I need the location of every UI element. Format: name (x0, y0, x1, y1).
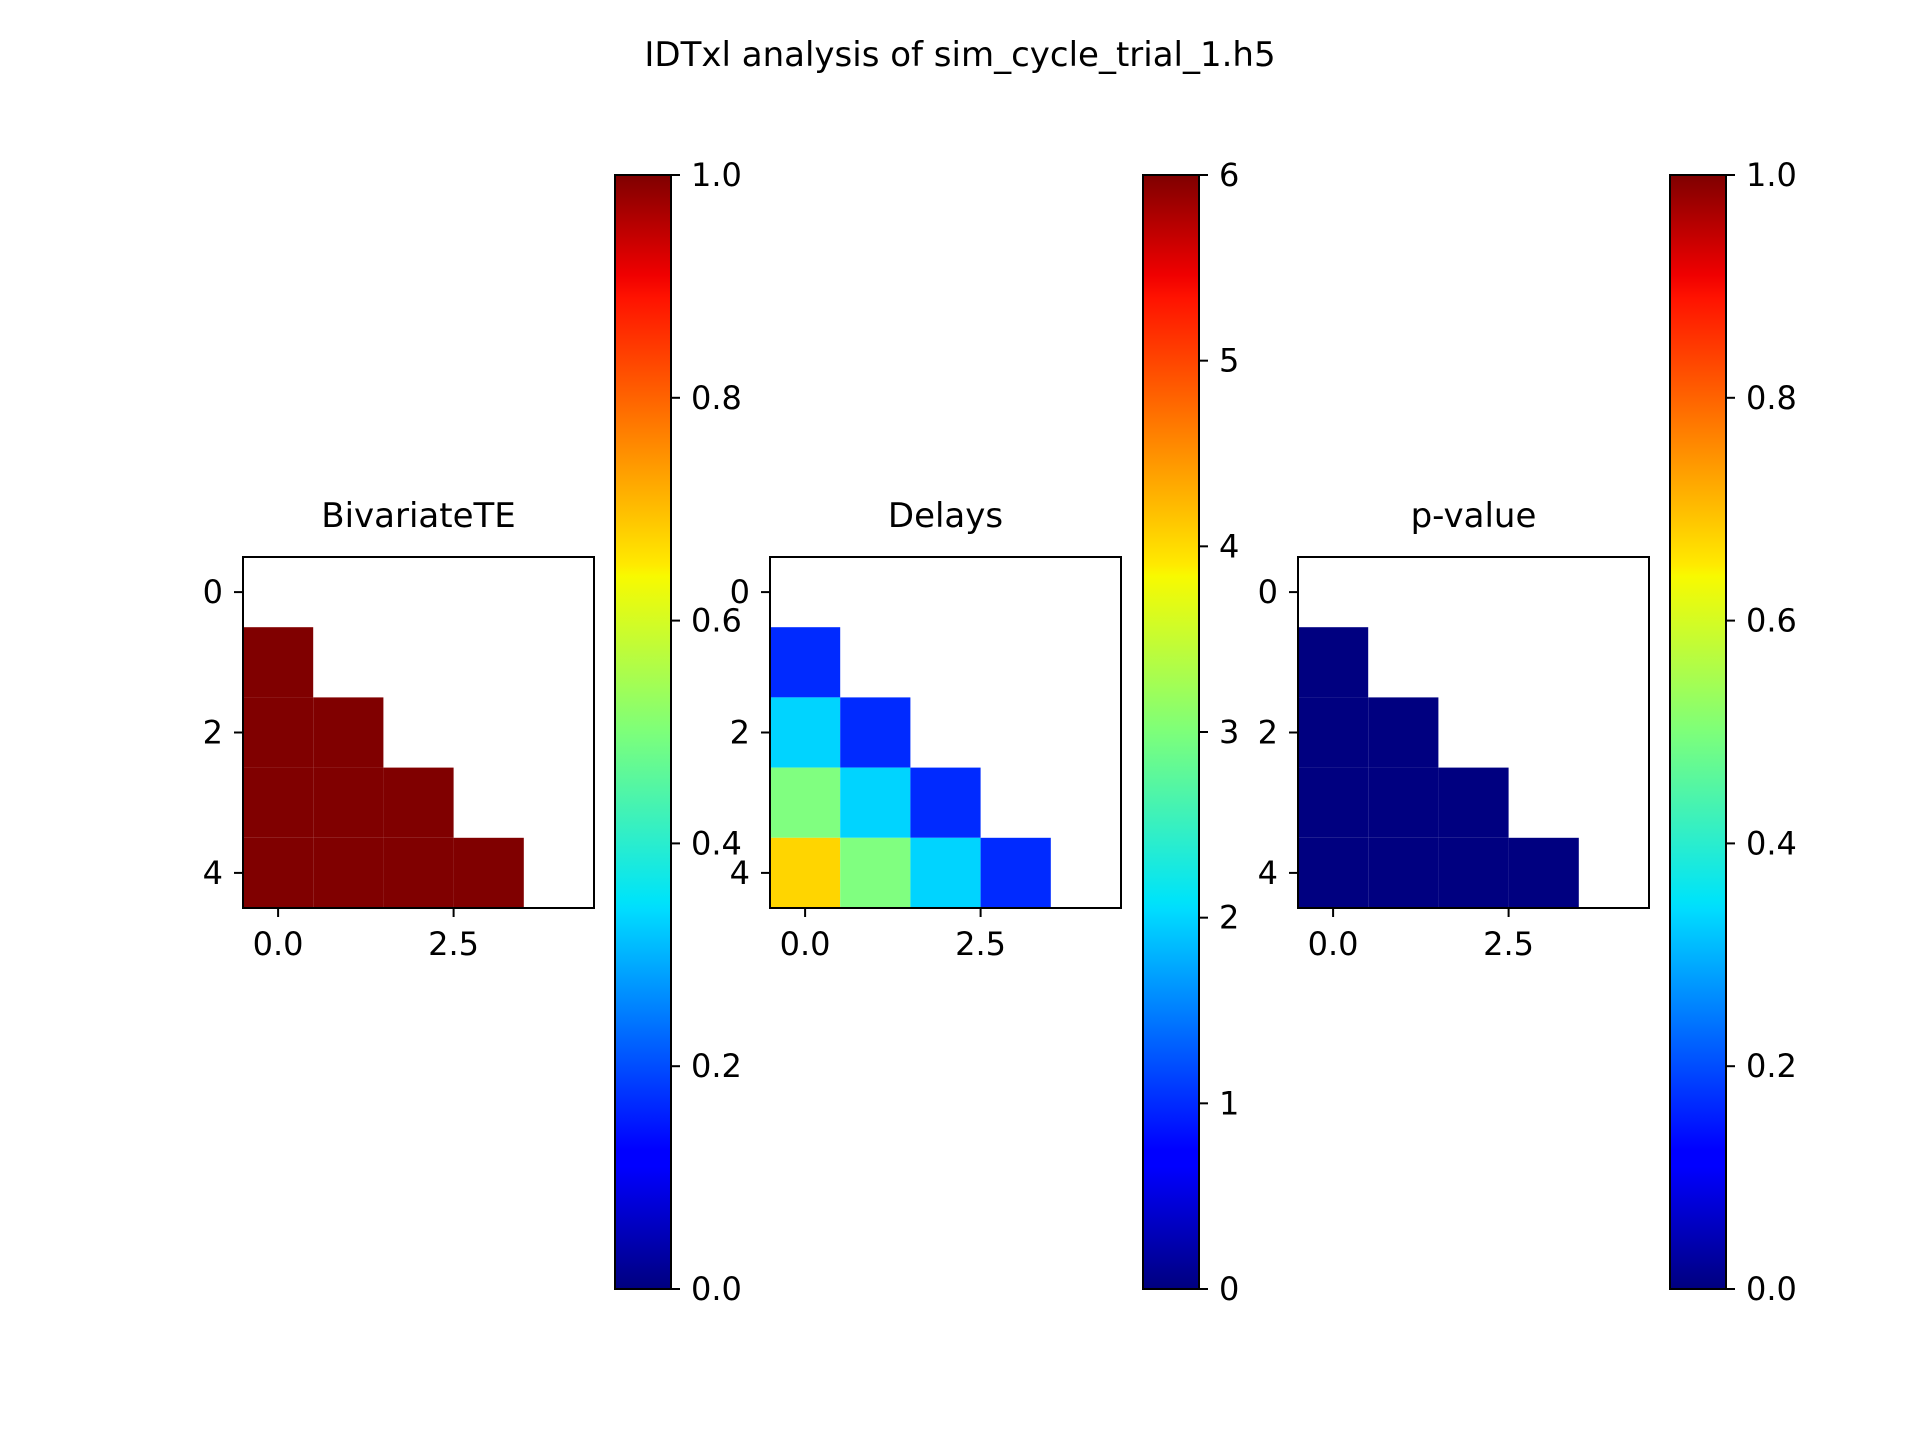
heatmap-cell (243, 627, 314, 698)
colorbar-tick-label: 0.4 (1746, 824, 1797, 862)
heatmap-cell (1298, 697, 1369, 768)
x-tick-label: 2.5 (955, 925, 1006, 963)
y-tick-label: 4 (203, 854, 223, 892)
colorbar (614, 174, 672, 1290)
colorbar-tick-label: 0.0 (1746, 1270, 1797, 1308)
panel-delays: Delays 0.0 2.5 0 2 4 0 1 2 3 4 5 6 (730, 156, 1240, 1308)
heatmap-cell (1368, 697, 1439, 768)
heatmap-cell (770, 697, 841, 768)
heatmap-cell (1508, 837, 1579, 908)
heatmap-cell (840, 697, 911, 768)
heatmap-cell (910, 767, 981, 838)
heatmap-cell (910, 837, 981, 908)
colorbar-tick-label: 0.8 (1746, 379, 1797, 417)
heatmap-cell (313, 697, 384, 768)
colorbar-tick-label: 0.4 (691, 824, 742, 862)
heatmap-cell (770, 767, 841, 838)
heatmap-cell (383, 767, 454, 838)
panel-title: p-value (1411, 496, 1537, 536)
x-tick-label: 0.0 (1308, 925, 1359, 963)
y-tick-label: 0 (203, 573, 223, 611)
colorbar-tick-label: 0.6 (691, 602, 742, 640)
panel-title: Delays (888, 496, 1003, 536)
colorbar-tick-label: 0.6 (1746, 602, 1797, 640)
colorbar-tick-label: 1 (1219, 1084, 1239, 1122)
y-tick-label: 4 (1258, 854, 1278, 892)
heatmap-cell (313, 837, 384, 908)
heatmap-cell (840, 767, 911, 838)
colorbar-tick-label: 0.0 (691, 1270, 742, 1308)
colorbar-tick-label: 5 (1219, 342, 1239, 380)
heatmap-cell (243, 697, 314, 768)
y-tick-label: 2 (1258, 714, 1278, 752)
panel-p-value: p-value 0.0 2.5 0 2 4 0.0 0.2 0.4 0.6 0.8 1.0 (1258, 156, 1797, 1308)
heatmap-cell (1298, 837, 1369, 908)
y-tick-label: 2 (730, 714, 750, 752)
heatmap-cell (243, 837, 314, 908)
colorbar-tick-label: 1.0 (1746, 156, 1797, 194)
y-tick-label: 2 (203, 714, 223, 752)
heatmap-cell (1438, 837, 1509, 908)
heatmap-cell (383, 837, 454, 908)
x-tick-label: 2.5 (1483, 925, 1534, 963)
colorbar-tick-label: 0.2 (691, 1047, 742, 1085)
colorbar-tick-label: 0.8 (691, 379, 742, 417)
colorbar-tick-label: 0 (1219, 1270, 1239, 1308)
heatmap-cell (840, 837, 911, 908)
panel-title: BivariateTE (321, 496, 516, 536)
colorbar-tick-label: 1.0 (691, 156, 742, 194)
heatmap-cell (1298, 767, 1369, 838)
colorbar-tick-label: 2 (1219, 899, 1239, 937)
x-tick-label: 0.0 (780, 925, 831, 963)
y-tick-label: 0 (730, 573, 750, 611)
heatmap-cell (1368, 767, 1439, 838)
heatmap-cell (453, 837, 524, 908)
figure-title: IDTxl analysis of sim_cycle_trial_1.h5 (644, 35, 1275, 75)
colorbar (1669, 174, 1727, 1290)
heatmap-cell (243, 767, 314, 838)
colorbar-tick-label: 4 (1219, 527, 1239, 565)
heatmap-cell (770, 627, 841, 698)
x-tick-label: 2.5 (428, 925, 479, 963)
y-tick-label: 0 (1258, 573, 1278, 611)
heatmap-cell (1368, 837, 1439, 908)
heatmap-cell (1438, 767, 1509, 838)
y-tick-label: 4 (730, 854, 750, 892)
colorbar (1142, 174, 1200, 1290)
panel-bivariate-te: BivariateTE 0.0 2.5 0 2 4 0.0 0.2 0.4 0.6 0.8 1.0 (203, 156, 742, 1308)
colorbar-tick-label: 0.2 (1746, 1047, 1797, 1085)
x-tick-label: 0.0 (253, 925, 304, 963)
colorbar-tick-label: 3 (1219, 713, 1239, 751)
heatmap-cell (313, 767, 384, 838)
colorbar-tick-label: 6 (1219, 156, 1239, 194)
heatmap-cell (770, 837, 841, 908)
heatmap-cell (1298, 627, 1369, 698)
heatmap-cell (980, 837, 1051, 908)
